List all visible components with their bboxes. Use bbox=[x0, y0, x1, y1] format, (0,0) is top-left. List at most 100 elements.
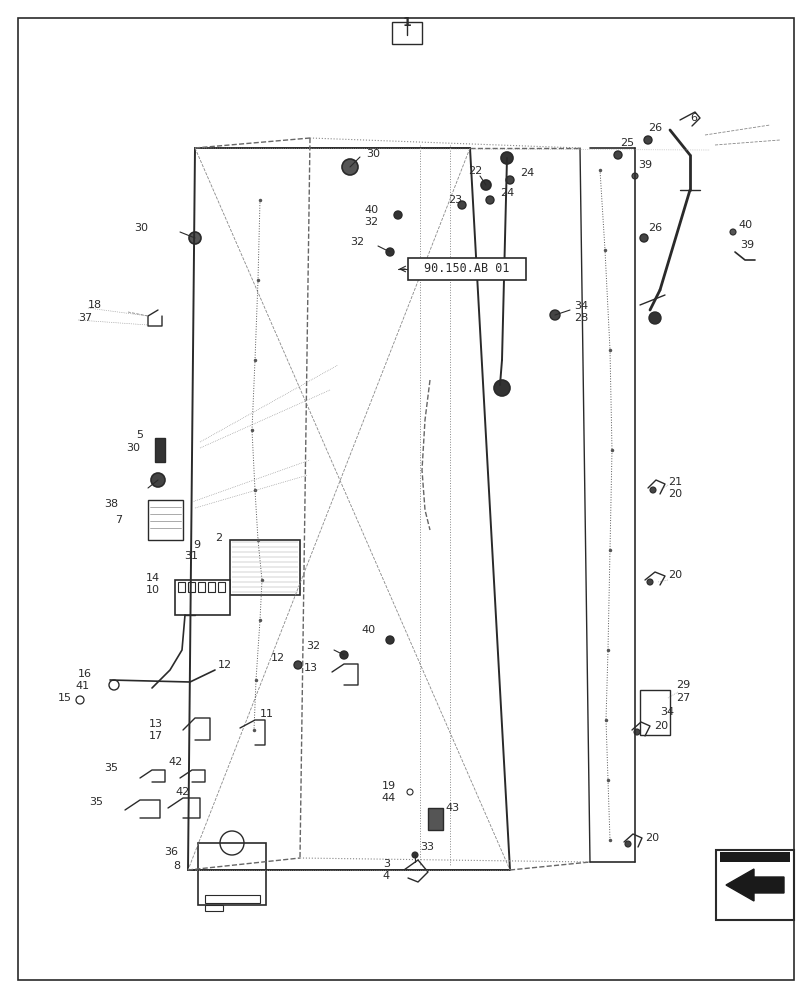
Text: 38: 38 bbox=[104, 499, 118, 509]
Text: 24: 24 bbox=[519, 168, 534, 178]
Text: 14: 14 bbox=[146, 573, 160, 583]
Text: 30: 30 bbox=[366, 149, 380, 159]
Text: 44: 44 bbox=[381, 793, 396, 803]
Circle shape bbox=[340, 651, 348, 659]
Bar bbox=[204, 895, 260, 903]
Text: 39: 39 bbox=[637, 160, 651, 170]
Text: 40: 40 bbox=[362, 625, 375, 635]
Bar bbox=[715, 850, 793, 920]
Circle shape bbox=[631, 173, 637, 179]
Text: 90.150.AB 01: 90.150.AB 01 bbox=[423, 262, 509, 275]
Text: 35: 35 bbox=[89, 797, 103, 807]
Bar bbox=[639, 690, 669, 735]
Text: 15: 15 bbox=[58, 693, 72, 703]
Bar bbox=[204, 905, 223, 911]
Circle shape bbox=[411, 852, 418, 858]
Circle shape bbox=[385, 636, 393, 644]
Text: 33: 33 bbox=[419, 842, 433, 852]
Bar bbox=[427, 808, 443, 830]
Text: 37: 37 bbox=[78, 313, 92, 323]
Circle shape bbox=[341, 159, 358, 175]
Circle shape bbox=[649, 487, 655, 493]
Bar bbox=[208, 582, 215, 592]
Text: 3: 3 bbox=[383, 859, 389, 869]
Circle shape bbox=[643, 136, 651, 144]
Circle shape bbox=[486, 196, 493, 204]
Text: 40: 40 bbox=[737, 220, 751, 230]
Text: 21: 21 bbox=[667, 477, 681, 487]
Text: 6: 6 bbox=[689, 113, 696, 123]
Text: 19: 19 bbox=[381, 781, 396, 791]
Text: 26: 26 bbox=[647, 123, 661, 133]
Text: 31: 31 bbox=[184, 551, 198, 561]
Circle shape bbox=[294, 661, 302, 669]
Circle shape bbox=[393, 211, 401, 219]
Text: 22: 22 bbox=[467, 166, 482, 176]
Bar bbox=[175, 580, 230, 615]
Text: 34: 34 bbox=[573, 301, 587, 311]
Circle shape bbox=[729, 229, 735, 235]
Text: 11: 11 bbox=[260, 709, 273, 719]
Text: 12: 12 bbox=[271, 653, 285, 663]
Circle shape bbox=[457, 201, 466, 209]
Bar bbox=[198, 582, 204, 592]
Bar bbox=[188, 582, 195, 592]
Text: 42: 42 bbox=[168, 757, 182, 767]
Bar bbox=[407, 258, 526, 280]
Text: 41: 41 bbox=[75, 681, 90, 691]
Text: 20: 20 bbox=[644, 833, 659, 843]
Text: 4: 4 bbox=[383, 871, 389, 881]
Bar bbox=[392, 22, 422, 44]
Text: 1: 1 bbox=[402, 16, 411, 29]
Circle shape bbox=[624, 841, 630, 847]
Text: 13: 13 bbox=[303, 663, 318, 673]
Circle shape bbox=[549, 310, 560, 320]
Text: 32: 32 bbox=[306, 641, 320, 651]
Text: 16: 16 bbox=[78, 669, 92, 679]
Text: 20: 20 bbox=[667, 570, 681, 580]
Circle shape bbox=[633, 729, 639, 735]
Circle shape bbox=[385, 248, 393, 256]
Bar bbox=[719, 852, 789, 862]
Bar bbox=[198, 843, 266, 905]
Circle shape bbox=[151, 473, 165, 487]
Polygon shape bbox=[725, 869, 783, 901]
Text: 32: 32 bbox=[350, 237, 363, 247]
Bar bbox=[230, 540, 299, 595]
Text: 8: 8 bbox=[173, 861, 180, 871]
Text: 36: 36 bbox=[164, 847, 178, 857]
Text: 24: 24 bbox=[500, 188, 513, 198]
Text: 35: 35 bbox=[104, 763, 118, 773]
Circle shape bbox=[505, 176, 513, 184]
Text: 29: 29 bbox=[676, 680, 689, 690]
Circle shape bbox=[189, 232, 201, 244]
Text: 2: 2 bbox=[215, 533, 222, 543]
Text: 9: 9 bbox=[193, 540, 200, 550]
Text: 23: 23 bbox=[448, 195, 461, 205]
Text: 17: 17 bbox=[148, 731, 163, 741]
Circle shape bbox=[639, 234, 647, 242]
Circle shape bbox=[480, 180, 491, 190]
Text: 43: 43 bbox=[444, 803, 458, 813]
Text: 20: 20 bbox=[667, 489, 681, 499]
Text: 25: 25 bbox=[620, 138, 633, 148]
Text: 13: 13 bbox=[148, 719, 163, 729]
Bar bbox=[217, 582, 225, 592]
Circle shape bbox=[646, 579, 652, 585]
Text: 7: 7 bbox=[114, 515, 122, 525]
Text: 28: 28 bbox=[573, 313, 587, 323]
Bar bbox=[148, 500, 182, 540]
Bar bbox=[178, 582, 185, 592]
Circle shape bbox=[648, 312, 660, 324]
Circle shape bbox=[500, 152, 513, 164]
Text: 39: 39 bbox=[739, 240, 753, 250]
Text: 5: 5 bbox=[135, 430, 143, 440]
Text: 42: 42 bbox=[175, 787, 189, 797]
Text: 40: 40 bbox=[363, 205, 378, 215]
Text: 30: 30 bbox=[134, 223, 148, 233]
Bar bbox=[155, 438, 165, 462]
Text: 30: 30 bbox=[126, 443, 139, 453]
Text: 10: 10 bbox=[146, 585, 160, 595]
Text: 27: 27 bbox=[676, 693, 689, 703]
Text: 34: 34 bbox=[659, 707, 673, 717]
